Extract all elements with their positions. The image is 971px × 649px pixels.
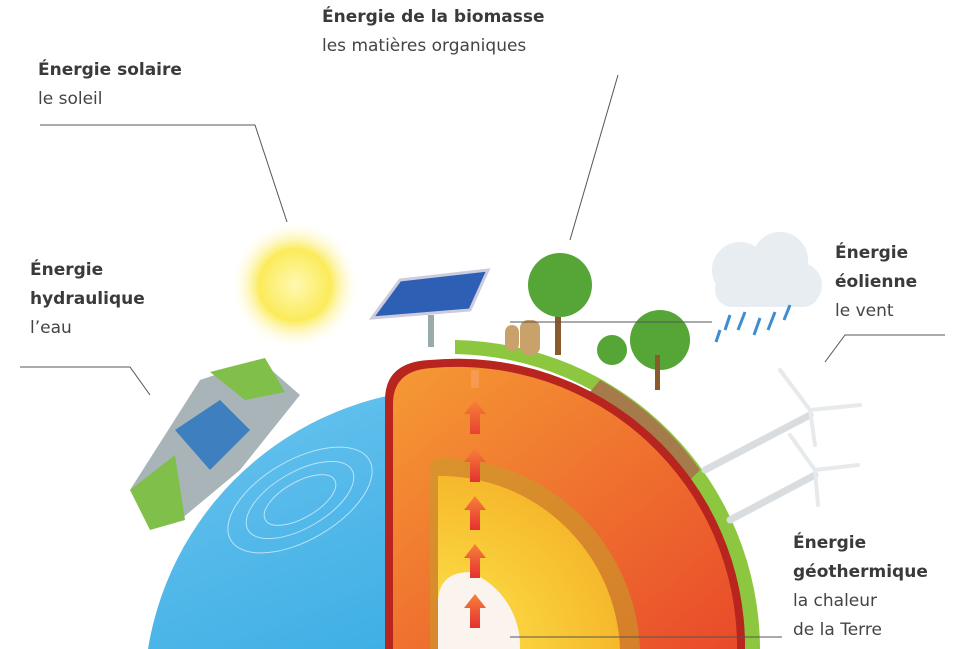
label-wind: Énergie éolienne le vent <box>835 241 917 321</box>
label-title: Énergie <box>30 258 103 280</box>
label-title: Énergie de la biomasse <box>322 5 545 27</box>
label-title: Énergie <box>835 241 908 263</box>
label-title: Énergie <box>793 531 866 553</box>
label-subtitle: le vent <box>835 301 894 321</box>
leader-lines <box>20 74 945 638</box>
label-subtitle: les matières organiques <box>322 36 526 56</box>
label-subtitle: la chaleur <box>793 591 877 611</box>
labels: Énergie solaire le soleil Énergie de la bi… <box>30 5 928 640</box>
label-subtitle: le soleil <box>38 89 102 109</box>
label-geothermal: Énergie géothermique la chaleur de la Terre <box>793 531 928 640</box>
label-biomass: Énergie de la biomasse les matières organ… <box>322 5 545 56</box>
label-title: hydraulique <box>30 289 145 309</box>
label-title: Énergie solaire <box>38 58 182 80</box>
label-solar: Énergie solaire le soleil <box>38 58 182 109</box>
label-subtitle: de la Terre <box>793 620 882 640</box>
label-title: éolienne <box>835 272 917 292</box>
label-title: géothermique <box>793 562 928 582</box>
illustration <box>130 220 862 649</box>
label-subtitle: l’eau <box>30 318 72 338</box>
label-hydraulic: Énergie hydraulique l’eau <box>30 258 145 338</box>
